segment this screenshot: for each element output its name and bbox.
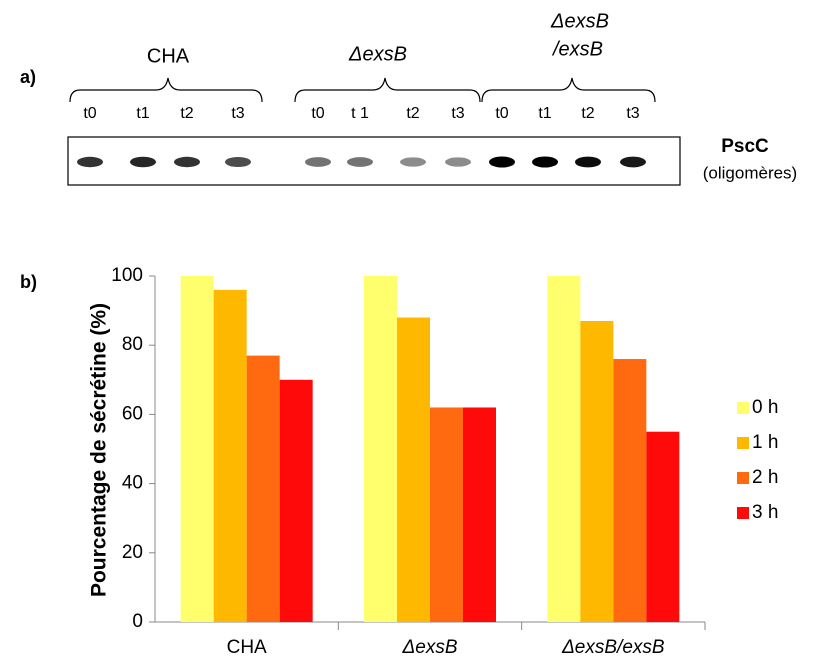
legend-swatch: [737, 507, 749, 519]
group-label: /exsB: [551, 38, 603, 60]
gel-band: [225, 156, 251, 168]
y-tick-label: 60: [122, 403, 143, 424]
y-tick-label: 80: [122, 334, 143, 355]
lane-label: t0: [83, 105, 96, 122]
lane-label: t2: [581, 105, 594, 122]
bar: [430, 407, 463, 622]
gel-band: [575, 156, 601, 168]
gel-band: [532, 156, 558, 168]
gel-band: [305, 157, 331, 167]
group-label: ΔexsB: [348, 43, 407, 65]
lane-label: t3: [626, 105, 639, 122]
y-tick-label: 20: [122, 542, 143, 563]
legend-swatch: [737, 402, 749, 414]
gel-band: [174, 156, 200, 168]
legend-swatch: [737, 437, 749, 449]
bar: [246, 355, 280, 622]
lane-label: t2: [406, 105, 419, 122]
bar: [580, 320, 614, 622]
bar: [180, 276, 214, 622]
protein-note: (oligomères): [703, 163, 797, 182]
lane-label: t0: [495, 105, 508, 122]
bar: [646, 431, 680, 622]
bar: [547, 276, 581, 622]
bar: [364, 276, 397, 622]
x-tick-label: ΔexsB/exsB: [561, 637, 665, 658]
lane-label: t0: [311, 105, 324, 122]
x-tick-label: CHA: [227, 637, 267, 658]
gel-band: [489, 156, 515, 168]
y-tick-label: 100: [111, 265, 143, 286]
x-tick-label: ΔexsB: [402, 637, 458, 658]
bar: [213, 289, 247, 622]
protein-label: PscC: [721, 136, 769, 157]
gel: t0 t1 t2 t3 t0 t 1 t2 t3 t0 t1 t2 t3: [77, 105, 646, 168]
gel-band: [445, 157, 471, 167]
lane-label: t3: [231, 105, 244, 122]
panel-label: b): [20, 272, 37, 292]
bar: [463, 407, 496, 622]
gel-band: [620, 156, 646, 168]
legend-label: 0 h: [752, 397, 778, 418]
lane-label: t3: [451, 105, 464, 122]
gel-band: [400, 157, 426, 167]
bar: [397, 317, 430, 622]
lane-label: t2: [180, 105, 193, 122]
legend-label: 2 h: [752, 467, 778, 488]
legend-label: 1 h: [752, 432, 778, 453]
lane-label: t1: [538, 105, 551, 122]
group-label: CHA: [147, 45, 190, 67]
group-label: ΔexsB: [550, 10, 609, 32]
lane-label: t 1: [351, 105, 369, 122]
panel-label: a): [20, 67, 36, 87]
gel-band: [77, 156, 103, 168]
chart: 0 20 40 60 80 100 CHA ΔexsB ΔexsB/exsB Pourcentag…: [88, 265, 779, 658]
lane-label: t1: [136, 105, 149, 122]
legend-swatch: [737, 472, 749, 484]
gel-band: [347, 157, 373, 167]
y-tick-label: 0: [132, 611, 143, 632]
braces: [69, 77, 656, 103]
y-tick-label: 40: [122, 473, 143, 494]
bar: [279, 379, 313, 622]
bar: [613, 359, 647, 622]
y-axis-label: Pourcentage de sécrétine (%): [88, 303, 111, 597]
legend-label: 3 h: [752, 502, 778, 523]
gel-band: [130, 156, 156, 168]
